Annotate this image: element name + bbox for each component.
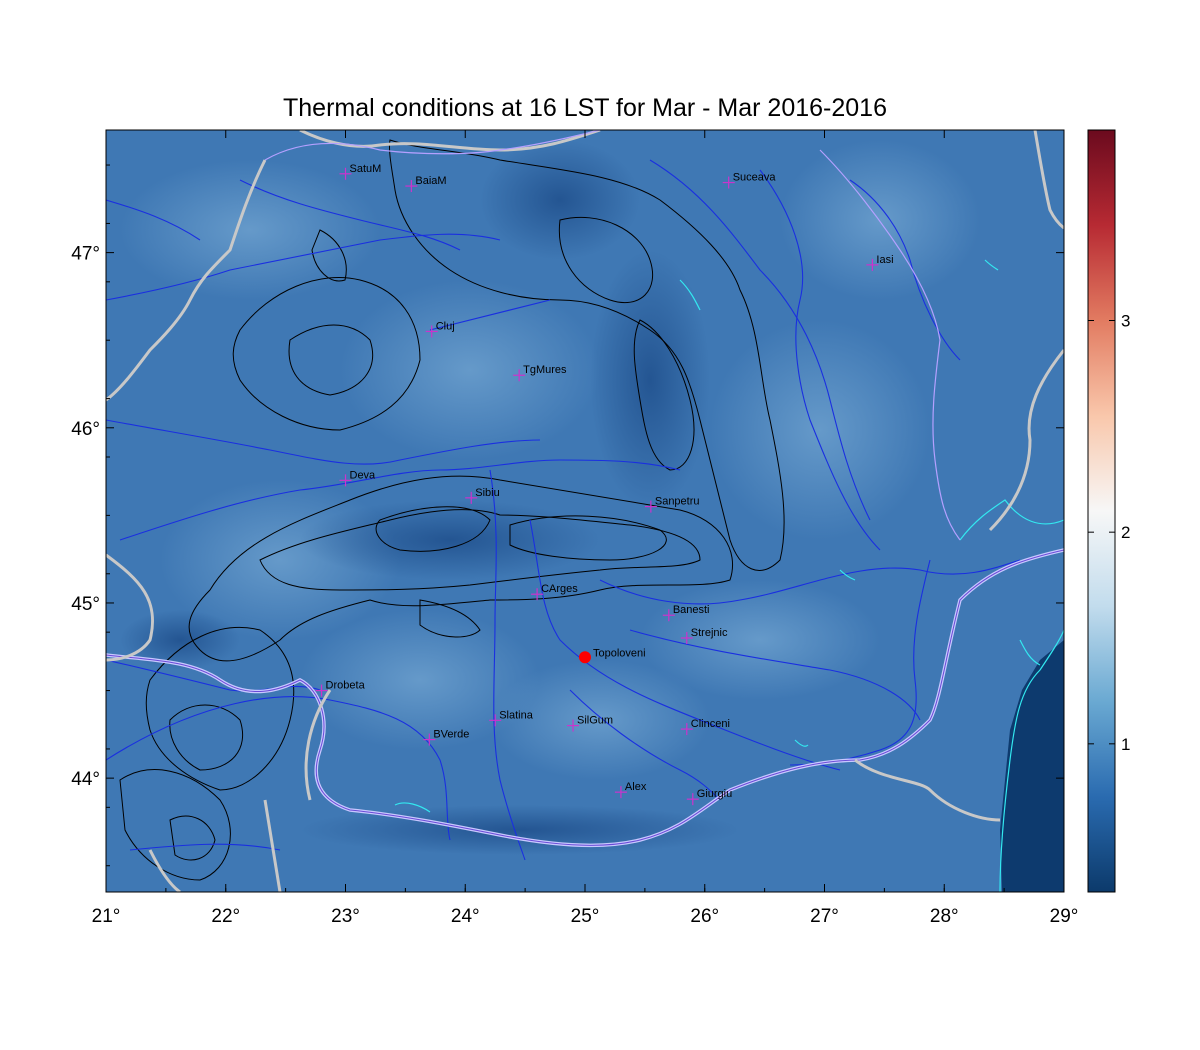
highlight-station[interactable]: Topoloveni xyxy=(579,647,646,664)
map-area: SatuM BaiaM Suceava Iasi Cluj TgMures Deva Sibi… xyxy=(106,130,1064,892)
city-satum[interactable]: SatuM xyxy=(339,163,382,180)
city-label: Giurgiu xyxy=(697,788,732,800)
city-label: SilGum xyxy=(577,715,613,727)
elevation-contours xyxy=(119,139,785,881)
map-title: Thermal conditions at 16 LST for Mar - M… xyxy=(283,94,887,122)
city-label: Deva xyxy=(350,469,377,481)
city-label: Sibiu xyxy=(475,487,499,499)
city-deva[interactable]: Deva xyxy=(339,469,377,487)
city-strejnic[interactable]: Strejnic xyxy=(680,627,728,644)
x-axis: 21° 22° 23° 24° 25° 26° 27° 28° 29° xyxy=(92,130,1079,927)
city-bverde[interactable]: BVerde xyxy=(423,729,469,746)
city-markers: SatuM BaiaM Suceava Iasi Cluj TgMures Deva Sibi… xyxy=(315,163,894,806)
x-tick-label: 25° xyxy=(571,906,600,927)
city-label: Slatina xyxy=(499,709,534,721)
city-label: Strejnic xyxy=(691,627,728,639)
danube-river xyxy=(106,548,1064,848)
x-tick-label: 23° xyxy=(331,906,360,927)
city-label: Sanpetru xyxy=(655,496,700,508)
x-tick-label: 24° xyxy=(451,906,480,927)
lakes-coastline xyxy=(394,259,1064,892)
y-tick-label: 45° xyxy=(71,594,100,615)
topoloveni-marker[interactable] xyxy=(579,651,591,664)
colorbar-ticks: 1 2 3 xyxy=(1088,312,1130,754)
topoloveni-label: Topoloveni xyxy=(593,647,646,659)
colorbar-tick-label: 1 xyxy=(1121,735,1130,754)
city-sanpetru[interactable]: Sanpetru xyxy=(644,496,700,513)
city-sibiu[interactable]: Sibiu xyxy=(465,487,500,504)
city-label: SatuM xyxy=(350,163,382,175)
x-tick-label: 26° xyxy=(690,906,719,927)
city-silgum[interactable]: SilGum xyxy=(567,715,613,732)
city-suceava[interactable]: Suceava xyxy=(722,172,777,189)
city-cluj[interactable]: Cluj xyxy=(425,320,455,338)
city-carges[interactable]: CArges xyxy=(531,583,578,601)
city-drobeta[interactable]: Drobeta xyxy=(315,680,366,697)
colorbar-tick-label: 3 xyxy=(1121,312,1130,331)
city-label: Clinceni xyxy=(691,718,730,730)
y-tick-label: 47° xyxy=(71,244,100,265)
colorbar: 1 2 3 xyxy=(1087,129,1130,893)
x-tick-label: 28° xyxy=(930,906,959,927)
rivers xyxy=(106,159,1021,861)
x-tick-label: 27° xyxy=(810,906,839,927)
romania-border xyxy=(264,130,961,541)
city-label: Alex xyxy=(625,781,647,793)
city-label: Banesti xyxy=(673,604,710,616)
city-label: BVerde xyxy=(433,729,469,741)
black-sea xyxy=(1000,640,1064,892)
y-tick-label: 44° xyxy=(71,769,100,790)
colorbar-gradient xyxy=(1087,129,1116,893)
city-slatina[interactable]: Slatina xyxy=(489,709,534,727)
x-tick-label: 21° xyxy=(92,906,121,927)
colorbar-tick-label: 2 xyxy=(1121,523,1130,542)
city-giurgiu[interactable]: Giurgiu xyxy=(686,788,732,806)
city-label: CArges xyxy=(541,583,578,595)
city-baiam[interactable]: BaiaM xyxy=(405,175,447,193)
y-axis: 44° 45° 46° 47° xyxy=(71,164,1064,867)
city-tgmures[interactable]: TgMures xyxy=(513,364,567,382)
city-label: Suceava xyxy=(733,172,777,184)
city-label: Cluj xyxy=(436,320,455,332)
city-label: Drobeta xyxy=(326,680,366,692)
x-tick-label: 22° xyxy=(211,906,240,927)
city-banesti[interactable]: Banesti xyxy=(662,604,710,622)
y-tick-label: 46° xyxy=(71,419,100,440)
city-iasi[interactable]: Iasi xyxy=(866,254,894,271)
city-label: Iasi xyxy=(876,254,893,266)
city-alex[interactable]: Alex xyxy=(614,781,647,799)
city-label: TgMures xyxy=(523,364,567,376)
city-label: BaiaM xyxy=(415,175,446,187)
x-tick-label: 29° xyxy=(1050,906,1079,927)
city-clinceni[interactable]: Clinceni xyxy=(680,718,730,736)
